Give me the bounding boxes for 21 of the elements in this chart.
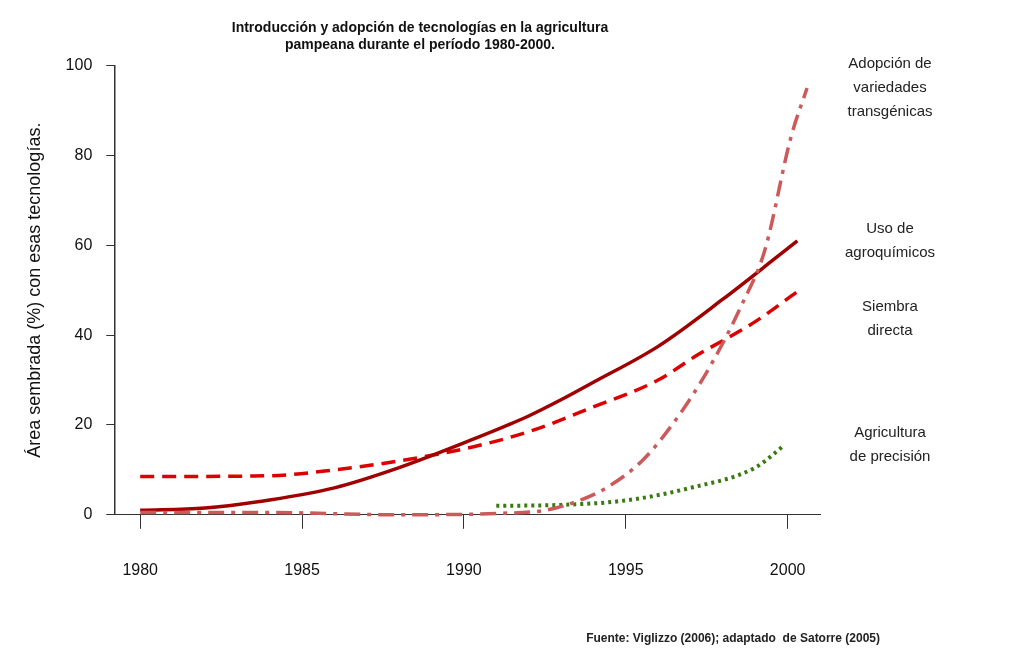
line-series xyxy=(138,289,800,479)
x-tick-label: 1985 xyxy=(284,560,320,578)
x-tick-label: 1980 xyxy=(122,560,159,578)
y-tick-label: 60 xyxy=(74,235,93,253)
y-tick-label: 100 xyxy=(65,56,93,74)
line-series xyxy=(138,86,809,517)
y-axis-title: Área sembrada (%) con esas tecnologías. xyxy=(23,122,44,458)
text: Adopción de variedades transgénicas xyxy=(847,54,933,120)
y-tick-label: 0 xyxy=(83,505,93,523)
text: Siembra directa xyxy=(862,296,919,338)
x-tick-label: 1990 xyxy=(446,560,482,578)
source-note: Fuente: Viglizzo (2006); adaptado de Satorre (2005) xyxy=(586,631,880,645)
x-tick-label: 1995 xyxy=(607,560,644,578)
y-tick-label: 20 xyxy=(74,415,93,433)
text: Uso de agroquímicos xyxy=(844,218,936,260)
y-tick-label: 80 xyxy=(74,145,93,163)
x-tick-label: 2000 xyxy=(769,560,806,578)
line-series xyxy=(138,239,800,513)
chart-title: Introducción y adopción de tecnologías en la agricultura pampeana durante el período 1980-2000. xyxy=(231,19,609,53)
text: Agricultura de precisión xyxy=(849,423,931,465)
y-tick-label: 40 xyxy=(74,325,93,343)
